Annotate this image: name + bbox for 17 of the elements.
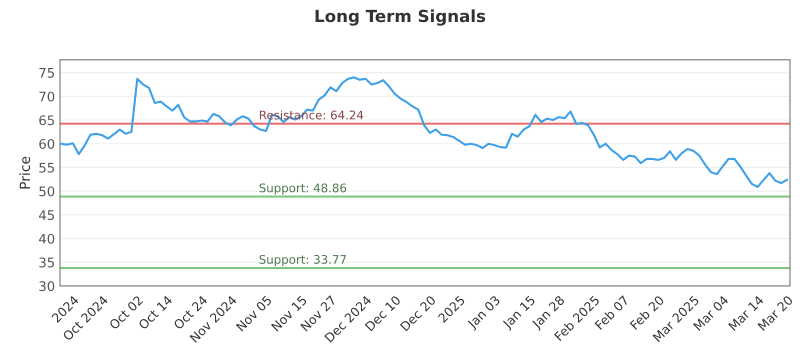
x-tick-label: Jan 03 bbox=[466, 295, 502, 331]
y-tick-label: 75 bbox=[39, 68, 54, 78]
y-tick-label: 30 bbox=[39, 281, 54, 292]
y-tick-label: 35 bbox=[39, 257, 54, 268]
y-tick-label: 70 bbox=[39, 92, 54, 102]
y-tick-label: 40 bbox=[38, 234, 54, 244]
y-axis-title: Price bbox=[19, 156, 30, 188]
x-tick-label: Dec 20 bbox=[400, 295, 436, 332]
y-tick-label: 55 bbox=[39, 162, 54, 173]
ref-line-label: Support: 48.86 bbox=[260, 183, 346, 195]
y-tick-label: 60 bbox=[39, 138, 54, 149]
chart-title: Long Term Signals bbox=[316, 9, 486, 26]
x-tick-label: Nov 05 bbox=[236, 295, 272, 332]
ref-line-label: Support: 33.77 bbox=[260, 254, 346, 266]
y-tick-label: 45 bbox=[38, 210, 54, 220]
y-tick-label: 65 bbox=[39, 115, 54, 126]
y-tick-label: 50 bbox=[39, 186, 54, 196]
